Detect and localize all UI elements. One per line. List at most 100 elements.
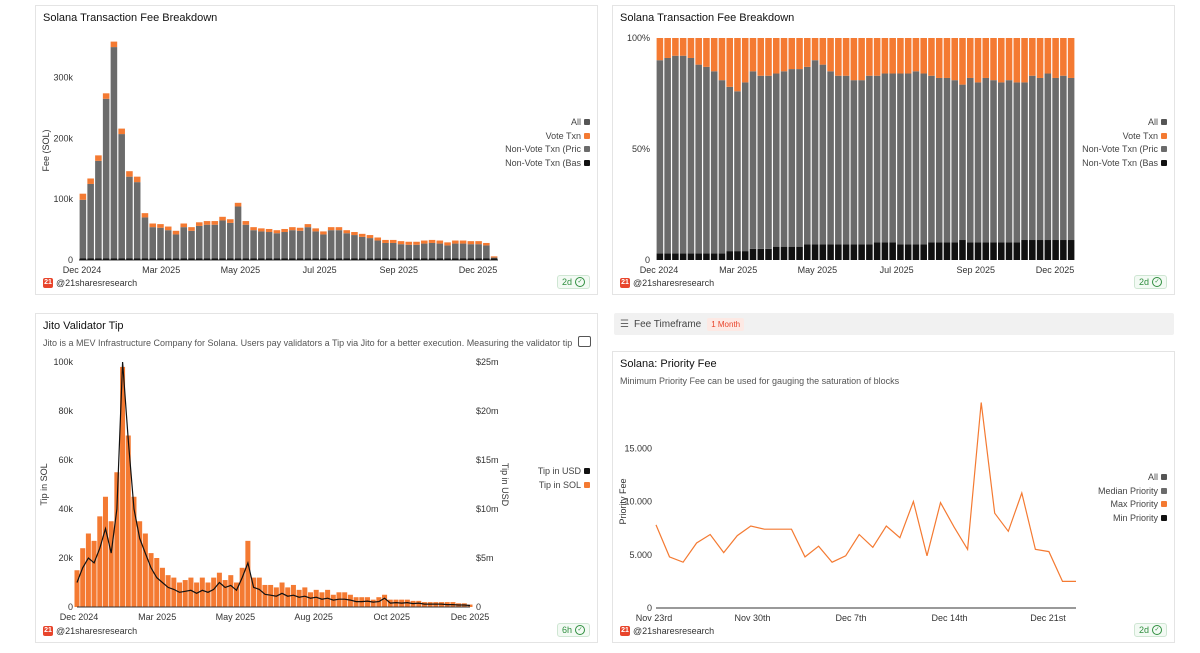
bar-segment xyxy=(335,258,343,260)
legend-item[interactable]: Median Priority xyxy=(1098,486,1167,500)
bar-segment xyxy=(943,242,951,260)
bar-segment xyxy=(265,228,273,233)
bar-segment xyxy=(772,38,780,74)
refresh-badge[interactable]: 2d ✓ xyxy=(556,275,590,289)
bar-segment xyxy=(835,38,842,76)
chart-legend[interactable]: All Vote Txn Non-Vote Txn (Pric Non-Vote Tx… xyxy=(505,117,590,171)
bar-segment xyxy=(765,38,772,76)
bar-segment xyxy=(320,258,327,260)
bar-segment xyxy=(312,258,319,260)
legend-item[interactable]: Non-Vote Txn (Bas xyxy=(1082,158,1167,172)
bar-segment xyxy=(289,227,296,231)
tip-sol-bar xyxy=(268,584,274,607)
attribution[interactable]: 21 @21sharesresearch xyxy=(620,278,714,288)
tip-sol-bar xyxy=(85,533,91,607)
bar-segment xyxy=(95,258,102,260)
timeframe-pill[interactable]: 1 Month xyxy=(707,317,745,331)
bar-segment xyxy=(741,82,749,252)
handle-text: @21sharesresearch xyxy=(56,626,138,636)
check-icon: ✓ xyxy=(1152,277,1162,287)
legend-swatch xyxy=(584,159,590,166)
y-tick-label: 0 xyxy=(647,603,652,613)
legend-item[interactable]: Non-Vote Txn (Bas xyxy=(505,158,590,172)
tip-sol-bar xyxy=(159,567,165,607)
refresh-badge[interactable]: 2d ✓ xyxy=(1133,275,1167,289)
bar-segment xyxy=(102,258,110,260)
legend-item[interactable]: Non-Vote Txn (Pric xyxy=(1082,144,1167,158)
bar-segment xyxy=(920,38,927,74)
bar-segment xyxy=(858,38,865,81)
chart-legend[interactable]: All Vote Txn Non-Vote Txn (Pric Non-Vote Tx… xyxy=(1082,117,1167,171)
bar-segment xyxy=(343,230,350,234)
bar-segment xyxy=(749,38,757,72)
refresh-badge[interactable]: 2d ✓ xyxy=(1133,623,1167,637)
bar-segment xyxy=(819,64,827,245)
y-tick-label: 80k xyxy=(58,406,73,416)
attribution[interactable]: 21 @21sharesresearch xyxy=(620,626,714,636)
bar-segment xyxy=(672,38,679,56)
bar-segment xyxy=(382,258,389,260)
bar-segment xyxy=(935,77,943,243)
panel-subtitle: Jito is a MEV Infrastructure Company for… xyxy=(43,338,573,348)
legend-item[interactable]: Tip in USD xyxy=(538,466,590,480)
tip-sol-bar xyxy=(279,582,285,607)
bar-segment xyxy=(234,206,242,259)
bar-segment xyxy=(1036,77,1044,241)
bar-segment xyxy=(110,41,118,48)
legend-item[interactable]: Vote Txn xyxy=(505,131,590,145)
bar-segment xyxy=(436,258,444,260)
bar-segment xyxy=(242,224,250,259)
bar-segment xyxy=(928,75,935,243)
legend-item[interactable]: Tip in SOL xyxy=(538,480,590,494)
menu-icon[interactable]: ☰ xyxy=(620,318,629,330)
bar-segment xyxy=(726,86,733,252)
legend-item[interactable]: Max Priority xyxy=(1098,499,1167,513)
x-tick-label: Mar 2025 xyxy=(719,265,757,275)
tip-sol-bar xyxy=(74,570,80,607)
tip-sol-bar xyxy=(108,521,114,607)
21shares-logo-icon: 21 xyxy=(43,278,53,288)
legend-item[interactable]: All xyxy=(1098,472,1167,486)
legend-item[interactable]: Non-Vote Txn (Pric xyxy=(505,144,590,158)
badge-label: 2d xyxy=(561,277,572,287)
bar-segment xyxy=(320,231,327,235)
chart-legend[interactable]: All Median Priority Max Priority Min Priori… xyxy=(1098,472,1167,526)
bar-segment xyxy=(242,221,250,225)
bar-segment xyxy=(1036,240,1044,260)
bar-segment xyxy=(1021,82,1028,241)
bar-segment xyxy=(1044,38,1052,74)
tip-sol-bar xyxy=(154,558,160,607)
legend-swatch xyxy=(1161,159,1167,166)
bar-segment xyxy=(788,69,796,247)
legend-item[interactable]: All xyxy=(1082,117,1167,131)
refresh-badge[interactable]: 6h ✓ xyxy=(556,623,590,637)
bar-segment xyxy=(397,258,405,260)
bar-segment xyxy=(679,55,687,254)
bar-segment xyxy=(1067,38,1075,78)
bar-segment xyxy=(718,38,726,81)
legend-swatch xyxy=(584,132,590,139)
chart-legend[interactable]: Tip in USD Tip in SOL xyxy=(538,466,590,493)
bar-segment xyxy=(327,227,335,231)
bar-segment xyxy=(195,222,203,226)
bar-segment xyxy=(219,258,226,260)
bar-segment xyxy=(296,230,304,259)
bar-segment xyxy=(664,38,671,58)
legend-item[interactable]: Vote Txn xyxy=(1082,131,1167,145)
attribution[interactable]: 21 @21sharesresearch xyxy=(43,278,137,288)
bar-segment xyxy=(133,258,141,260)
bar-segment xyxy=(374,240,382,259)
legend-item[interactable]: Min Priority xyxy=(1098,513,1167,527)
x-tick-label: Dec 14th xyxy=(931,613,967,623)
bar-segment xyxy=(881,73,889,243)
fee-timeframe-bar[interactable]: ☰ Fee Timeframe 1 Month xyxy=(614,313,1174,335)
attribution[interactable]: 21 @21sharesresearch xyxy=(43,626,137,636)
legend-label: Max Priority xyxy=(1110,499,1158,509)
bar-segment xyxy=(788,246,796,260)
bar-segment xyxy=(389,239,397,243)
bar-segment xyxy=(904,244,912,260)
bar-segment xyxy=(982,242,990,260)
tip-sol-bar xyxy=(205,582,211,607)
comment-icon[interactable] xyxy=(578,336,591,347)
legend-item[interactable]: All xyxy=(505,117,590,131)
